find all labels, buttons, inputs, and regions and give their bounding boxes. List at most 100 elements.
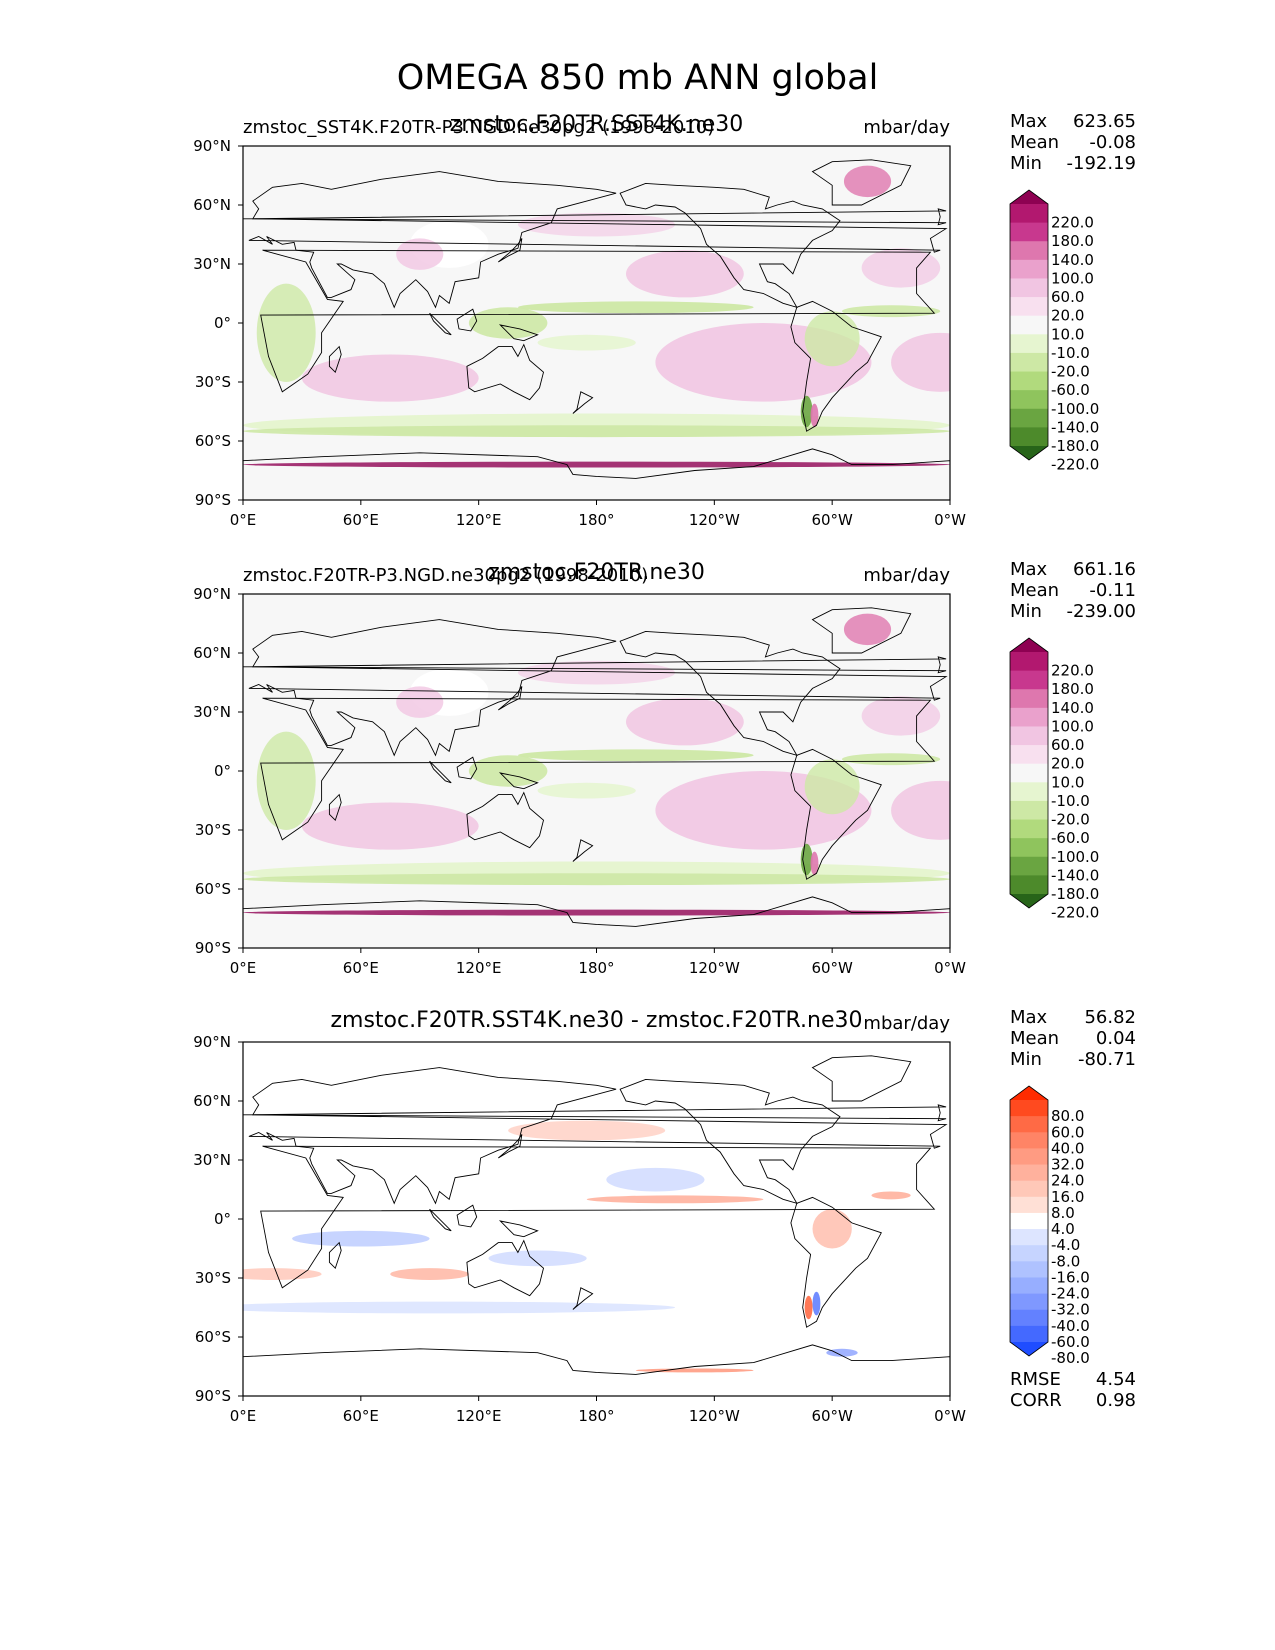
stat-mean: Mean -0.08 bbox=[1010, 132, 1136, 153]
colorbar-label: 16.0 bbox=[1051, 1188, 1084, 1206]
colorbar-label: 10.0 bbox=[1051, 325, 1084, 343]
diff-antarctic-neg bbox=[826, 1348, 858, 1357]
colorbar-label: 20.0 bbox=[1051, 307, 1084, 325]
diff-neg-indian bbox=[292, 1230, 430, 1247]
colorbar-label: 220.0 bbox=[1051, 214, 1094, 232]
southern-storm-track-core bbox=[243, 425, 950, 438]
subsidence-se-atlantic bbox=[891, 780, 950, 840]
colorbar-segment bbox=[1010, 1309, 1048, 1327]
lat-tick-label: 30°S bbox=[195, 1269, 231, 1287]
coastline-europe-asia bbox=[248, 171, 948, 309]
southern-storm-track-core bbox=[243, 873, 950, 886]
colorbar-segment bbox=[1010, 241, 1048, 261]
colorbar-label: -80.0 bbox=[1051, 1349, 1090, 1367]
coastline-uk bbox=[243, 208, 947, 226]
coastline-japan bbox=[498, 238, 523, 263]
coastline-uk bbox=[243, 656, 947, 674]
subsidence-n-atlantic bbox=[861, 696, 941, 736]
coastline-greenland bbox=[811, 1055, 912, 1102]
diff-neg-s-pacific bbox=[488, 1250, 587, 1267]
colorbar-label: -8.0 bbox=[1051, 1252, 1080, 1270]
coastline-borneo bbox=[456, 1204, 478, 1228]
colorbar-extend-max bbox=[1010, 638, 1048, 652]
stat-value: 4.54 bbox=[1095, 1369, 1136, 1390]
africa-convection bbox=[256, 731, 316, 830]
coastline-europe-asia bbox=[248, 1067, 948, 1205]
colorbar-segment bbox=[1010, 1245, 1048, 1262]
coastline-sumatra bbox=[429, 760, 452, 784]
subsidence-ne-pacific bbox=[625, 698, 744, 746]
lon-tick-label: 60°W bbox=[811, 1407, 853, 1425]
colorbar-label: -4.0 bbox=[1051, 1236, 1080, 1254]
warm-pool bbox=[468, 755, 548, 787]
africa-convection bbox=[256, 283, 316, 382]
antarctic-coast bbox=[243, 461, 950, 468]
stat-name: Max bbox=[1010, 111, 1048, 132]
lon-tick-label: 120°W bbox=[689, 959, 740, 977]
panel-3: zmstoc.F20TR.SST4K.ne30 - zmstoc.F20TR.n… bbox=[0, 1007, 1275, 1461]
diff-pos-atlantic bbox=[871, 1191, 911, 1200]
colorbar-segment bbox=[1010, 1325, 1048, 1343]
colorbar-segment bbox=[1010, 670, 1048, 690]
coastline-madagascar bbox=[328, 793, 342, 822]
lon-tick-label: 0°E bbox=[230, 959, 257, 977]
coastline-australia bbox=[466, 1239, 545, 1297]
colorbar-label: 40.0 bbox=[1051, 1139, 1084, 1157]
stat-name: Min bbox=[1010, 153, 1042, 174]
subsidence-s-indian bbox=[301, 802, 479, 850]
colorbar-label: -140.0 bbox=[1051, 866, 1099, 884]
colorbar-label: 4.0 bbox=[1051, 1220, 1075, 1238]
colorbar: 220.0180.0140.0100.060.020.010.0-10.0-20… bbox=[1009, 189, 1099, 474]
north-pacific-track bbox=[517, 212, 676, 237]
coastline-japan bbox=[498, 686, 523, 711]
stat-name: Mean bbox=[1010, 1028, 1060, 1049]
antarctic-coast bbox=[243, 909, 950, 916]
colorbar-segment bbox=[1010, 800, 1048, 821]
lon-tick-label: 120°E bbox=[456, 959, 502, 977]
colorbar-label: -140.0 bbox=[1051, 418, 1099, 436]
colorbar-label: -60.0 bbox=[1051, 381, 1090, 399]
amazon-convection bbox=[804, 759, 860, 815]
colorbar-label: 180.0 bbox=[1051, 680, 1094, 698]
lon-tick-label: 120°W bbox=[689, 511, 740, 529]
lon-tick-label: 120°W bbox=[689, 1407, 740, 1425]
coastline-australia bbox=[466, 791, 545, 849]
colorbar-label: -10.0 bbox=[1051, 792, 1090, 810]
stat-mean: Mean 0.04 bbox=[1010, 1028, 1136, 1049]
stat-name: Max bbox=[1010, 1007, 1048, 1028]
colorbar-segment bbox=[1010, 782, 1048, 802]
colorbar-segment bbox=[1010, 297, 1048, 317]
diff-pos-pacific bbox=[586, 1195, 764, 1204]
panel-2: zmstoc.F20TR-P3.NGD.ne30pg2 (1998-2010) z… bbox=[0, 559, 1275, 1013]
colorbar-outline bbox=[1009, 189, 1049, 461]
colorbar-label: -20.0 bbox=[1051, 811, 1090, 829]
subsidence-tibet bbox=[396, 238, 444, 270]
coastline-new-guinea bbox=[498, 772, 539, 790]
colorbar-segment bbox=[1010, 352, 1048, 373]
colorbar-segment bbox=[1010, 763, 1048, 783]
coastline-antarctica bbox=[243, 1344, 950, 1396]
coastline-south-america bbox=[790, 1196, 882, 1328]
coastline-sumatra bbox=[429, 1208, 452, 1232]
coastline-new-guinea bbox=[498, 324, 539, 342]
colorbar: 80.060.040.032.024.016.08.04.0-4.0-8.0-1… bbox=[1009, 1085, 1090, 1367]
diff-neg-s-ocean bbox=[243, 1301, 675, 1314]
colorbar-label: 180.0 bbox=[1051, 232, 1094, 250]
colorbar-label: 140.0 bbox=[1051, 699, 1094, 717]
colorbar-segment bbox=[1010, 1116, 1048, 1133]
diff-andes-pos bbox=[804, 1295, 813, 1320]
colorbar: 220.0180.0140.0100.060.020.010.0-10.0-20… bbox=[1009, 637, 1099, 922]
stat-value: -0.08 bbox=[1089, 132, 1136, 153]
map-plot: 90°N 60°N 30°N 0° 30°S 60°S 90°S 0°E 60°E 120°E 18… bbox=[193, 137, 1099, 529]
stat-min: Min -80.71 bbox=[1010, 1049, 1136, 1070]
diff-pos-indian bbox=[390, 1268, 469, 1280]
colorbar-label: 10.0 bbox=[1051, 773, 1084, 791]
lat-tick-label: 30°N bbox=[193, 703, 231, 721]
lat-tick-label: 60°S bbox=[195, 1328, 231, 1346]
lat-tick-label: 90°S bbox=[195, 939, 231, 957]
colorbar-label: -60.0 bbox=[1051, 1333, 1090, 1351]
itcz-atlantic bbox=[841, 753, 941, 766]
map-plot: 90°N 60°N 30°N 0° 30°S 60°S 90°S 0°E 60°E 120°E 18… bbox=[193, 1033, 1090, 1425]
colorbar-segment bbox=[1010, 1277, 1048, 1295]
colorbar-segment bbox=[1010, 315, 1048, 335]
